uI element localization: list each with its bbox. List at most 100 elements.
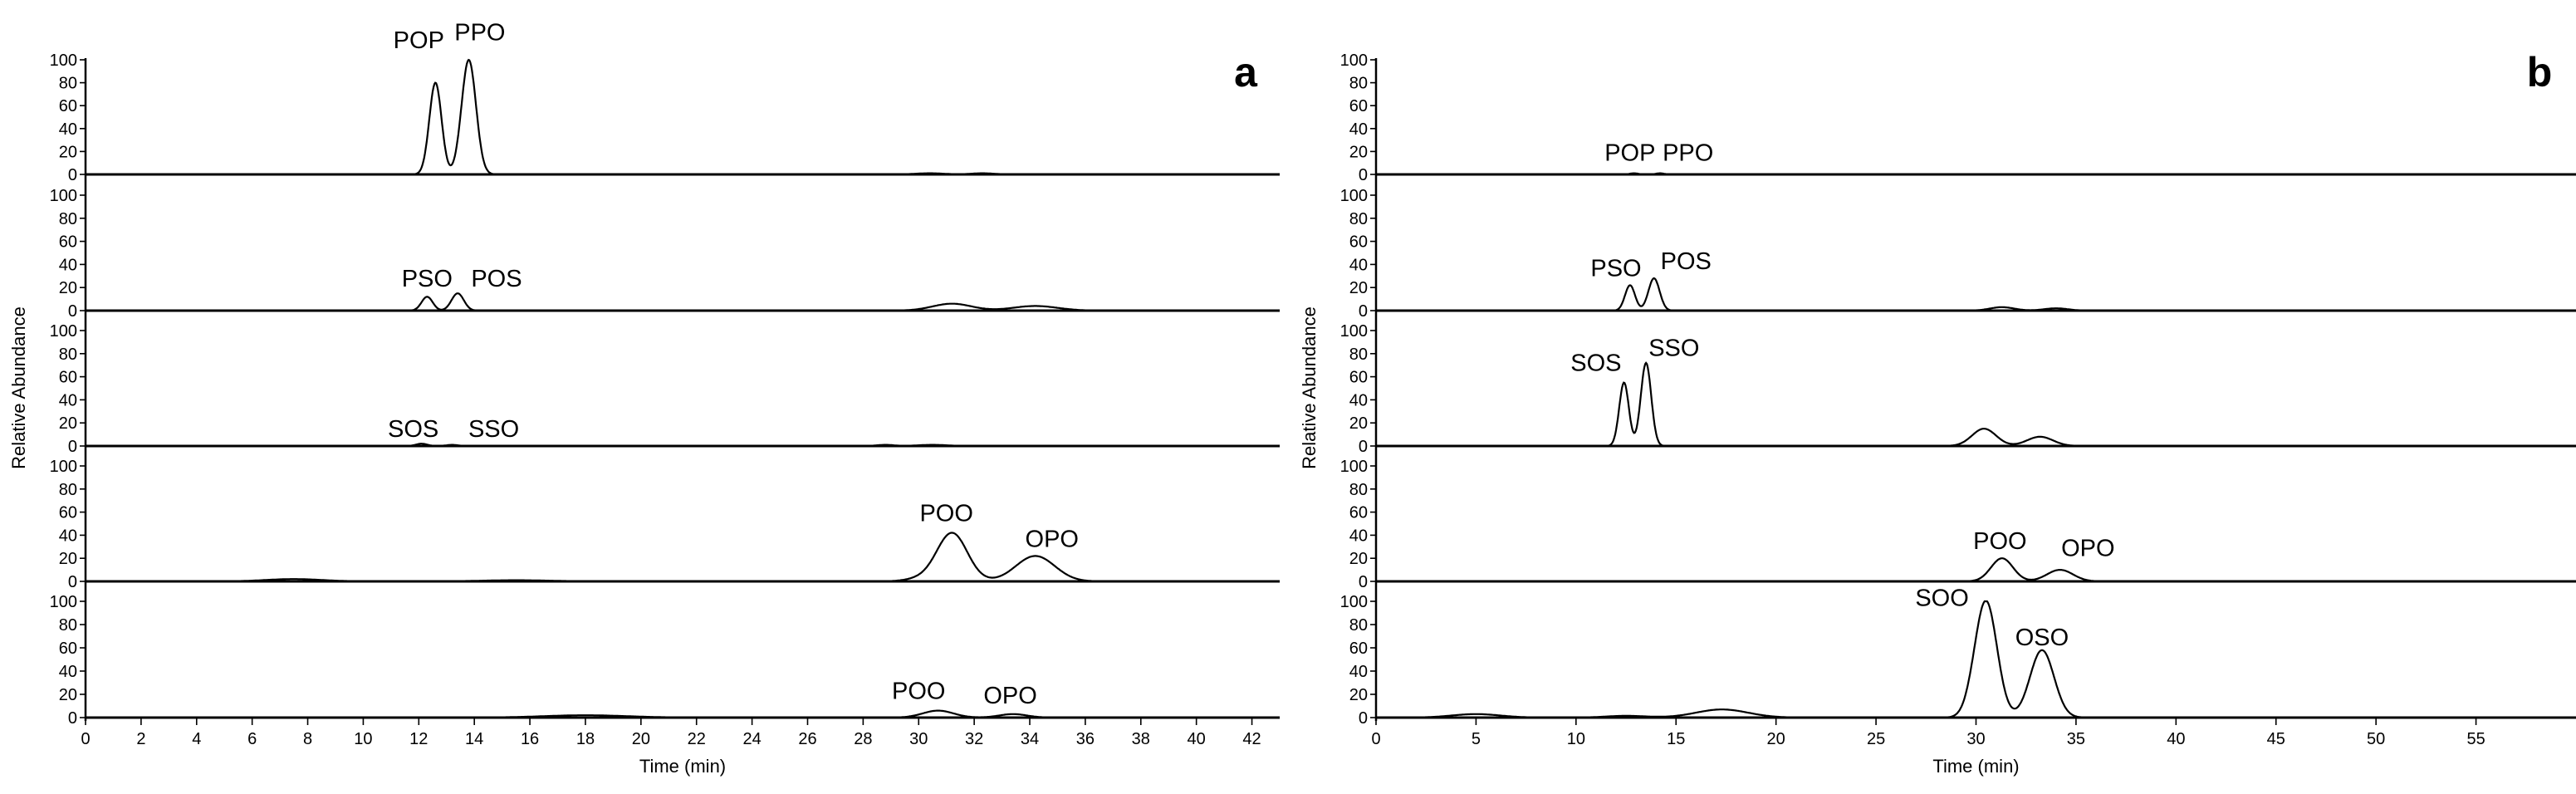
y-tick-label: 60: [1349, 233, 1368, 252]
y-tick-label: 100: [50, 51, 77, 70]
y-tick-label: 0: [68, 166, 77, 184]
x-axis-label: Time (min): [1932, 756, 2019, 777]
y-tick-label: 60: [59, 233, 77, 252]
x-tick-label: 40: [2167, 730, 2185, 748]
x-tick-label: 42: [1242, 730, 1261, 748]
peak-label: OSO: [2015, 625, 2069, 651]
y-tick-label: 60: [1349, 504, 1368, 522]
y-tick-label: 40: [1349, 256, 1368, 274]
trace-panel-1: 0 20 40 60 80 100 POP PPO: [50, 20, 1280, 184]
x-tick-label: 38: [1132, 730, 1150, 748]
peak-label: POS: [1661, 248, 1712, 275]
peak-label: PPO: [454, 20, 505, 47]
y-tick-label: 80: [59, 75, 77, 93]
x-tick-label: 6: [247, 730, 257, 748]
y-tick-label: 80: [1349, 616, 1368, 635]
x-tick-label: 15: [1667, 730, 1685, 748]
y-tick-label: 40: [1349, 120, 1368, 139]
y-tick-label: 100: [1340, 458, 1368, 476]
peak-label: OPO: [1026, 526, 1079, 552]
y-tick-label: 40: [1349, 391, 1368, 409]
trace-panel-4: 0 20 40 60 80 100 POO OPO: [50, 458, 1280, 591]
y-tick-label: 60: [59, 369, 77, 387]
y-tick-label: 100: [50, 593, 77, 611]
peak-label: PPO: [1663, 140, 1713, 166]
panel-letter: b: [2527, 49, 2553, 96]
trace-line: [86, 292, 1280, 312]
y-tick-label: 60: [1349, 97, 1368, 115]
peak-label: PSO: [1590, 255, 1641, 282]
y-tick-label: 100: [1340, 593, 1368, 611]
trace-line: [86, 443, 1280, 448]
y-tick-label: 80: [59, 210, 77, 228]
x-tick-label: 22: [688, 730, 706, 748]
trace-line: [1376, 277, 2576, 312]
x-tick-label: 34: [1021, 730, 1039, 748]
y-tick-label: 40: [59, 527, 77, 545]
peak-label: SSO: [1648, 336, 1699, 362]
y-tick-label: 100: [50, 458, 77, 476]
y-tick-label: 0: [1359, 573, 1368, 591]
trace-panel-5: 0 20 40 60 80 100 POO OPO: [50, 593, 1280, 728]
y-tick-label: 20: [1349, 143, 1368, 161]
y-tick-label: 20: [59, 414, 77, 433]
x-tick-label: 32: [965, 730, 983, 748]
y-tick-label: 0: [1359, 166, 1368, 184]
y-tick-label: 0: [1359, 709, 1368, 728]
y-tick-label: 60: [1349, 369, 1368, 387]
trace-panel-3: 0 20 40 60 80 100 SOS SSO: [50, 322, 1280, 456]
peak-label: POO: [1973, 528, 2026, 555]
chart-b: 0 20 40 60 80 100 POP PPO 0 20 40 60 80 100 PSO POS 0 20 4…: [1299, 49, 2576, 777]
trace-panel-3: 0 20 40 60 80 100 SOS SSO: [1340, 322, 2576, 456]
x-tick-label: 5: [1472, 730, 1481, 748]
x-tick-label: 0: [81, 730, 90, 748]
y-tick-label: 0: [1359, 302, 1368, 321]
y-tick-label: 20: [1349, 550, 1368, 568]
y-tick-label: 80: [59, 346, 77, 364]
x-tick-label: 40: [1188, 730, 1206, 748]
x-tick-label: 35: [2067, 730, 2085, 748]
y-tick-label: 60: [59, 640, 77, 658]
peak-label: SSO: [468, 416, 519, 443]
y-tick-label: 80: [1349, 210, 1368, 228]
x-tick-label: 14: [465, 730, 483, 748]
trace-panel-1: 0 20 40 60 80 100 POP PPO: [1340, 51, 2576, 184]
y-tick-label: 0: [68, 438, 77, 456]
y-tick-label: 20: [59, 686, 77, 704]
trace-line: [1376, 361, 2576, 448]
y-tick-label: 40: [59, 256, 77, 274]
y-tick-label: 100: [1340, 51, 1368, 70]
trace-line: [1376, 557, 2576, 583]
peak-label: POP: [1604, 140, 1655, 166]
y-tick-label: 0: [68, 573, 77, 591]
peak-label: POP: [394, 27, 444, 54]
y-tick-label: 100: [50, 187, 77, 205]
y-tick-label: 80: [1349, 481, 1368, 499]
y-tick-label: 80: [59, 481, 77, 499]
peak-label: PSO: [402, 266, 453, 292]
x-tick-label: 18: [576, 730, 595, 748]
peak-label: SOS: [1570, 350, 1621, 377]
y-tick-label: 40: [1349, 663, 1368, 681]
x-tick-label: 50: [2367, 730, 2385, 748]
trace-panel-2: 0 20 40 60 80 100 PSO POS: [1340, 187, 2576, 321]
trace-line: [86, 709, 1280, 719]
peak-label: SOS: [388, 416, 438, 443]
x-tick-label: 4: [192, 730, 201, 748]
x-tick-label: 2: [136, 730, 145, 748]
y-tick-label: 80: [1349, 75, 1368, 93]
peak-label: POS: [471, 266, 522, 292]
y-axis-label: Relative Abundance: [1299, 306, 1320, 469]
x-tick-label: 45: [2267, 730, 2285, 748]
y-tick-label: 100: [1340, 322, 1368, 341]
x-tick-label: 16: [521, 730, 539, 748]
x-tick-label: 36: [1076, 730, 1095, 748]
peak-label: POO: [919, 501, 972, 527]
x-tick-label: 20: [1767, 730, 1785, 748]
y-tick-label: 0: [68, 709, 77, 728]
y-tick-label: 20: [1349, 279, 1368, 297]
trace-panel-4: 0 20 40 60 80 100 POO OPO: [1340, 458, 2576, 591]
x-tick-label: 30: [909, 730, 928, 748]
trace-line: [86, 58, 1280, 176]
